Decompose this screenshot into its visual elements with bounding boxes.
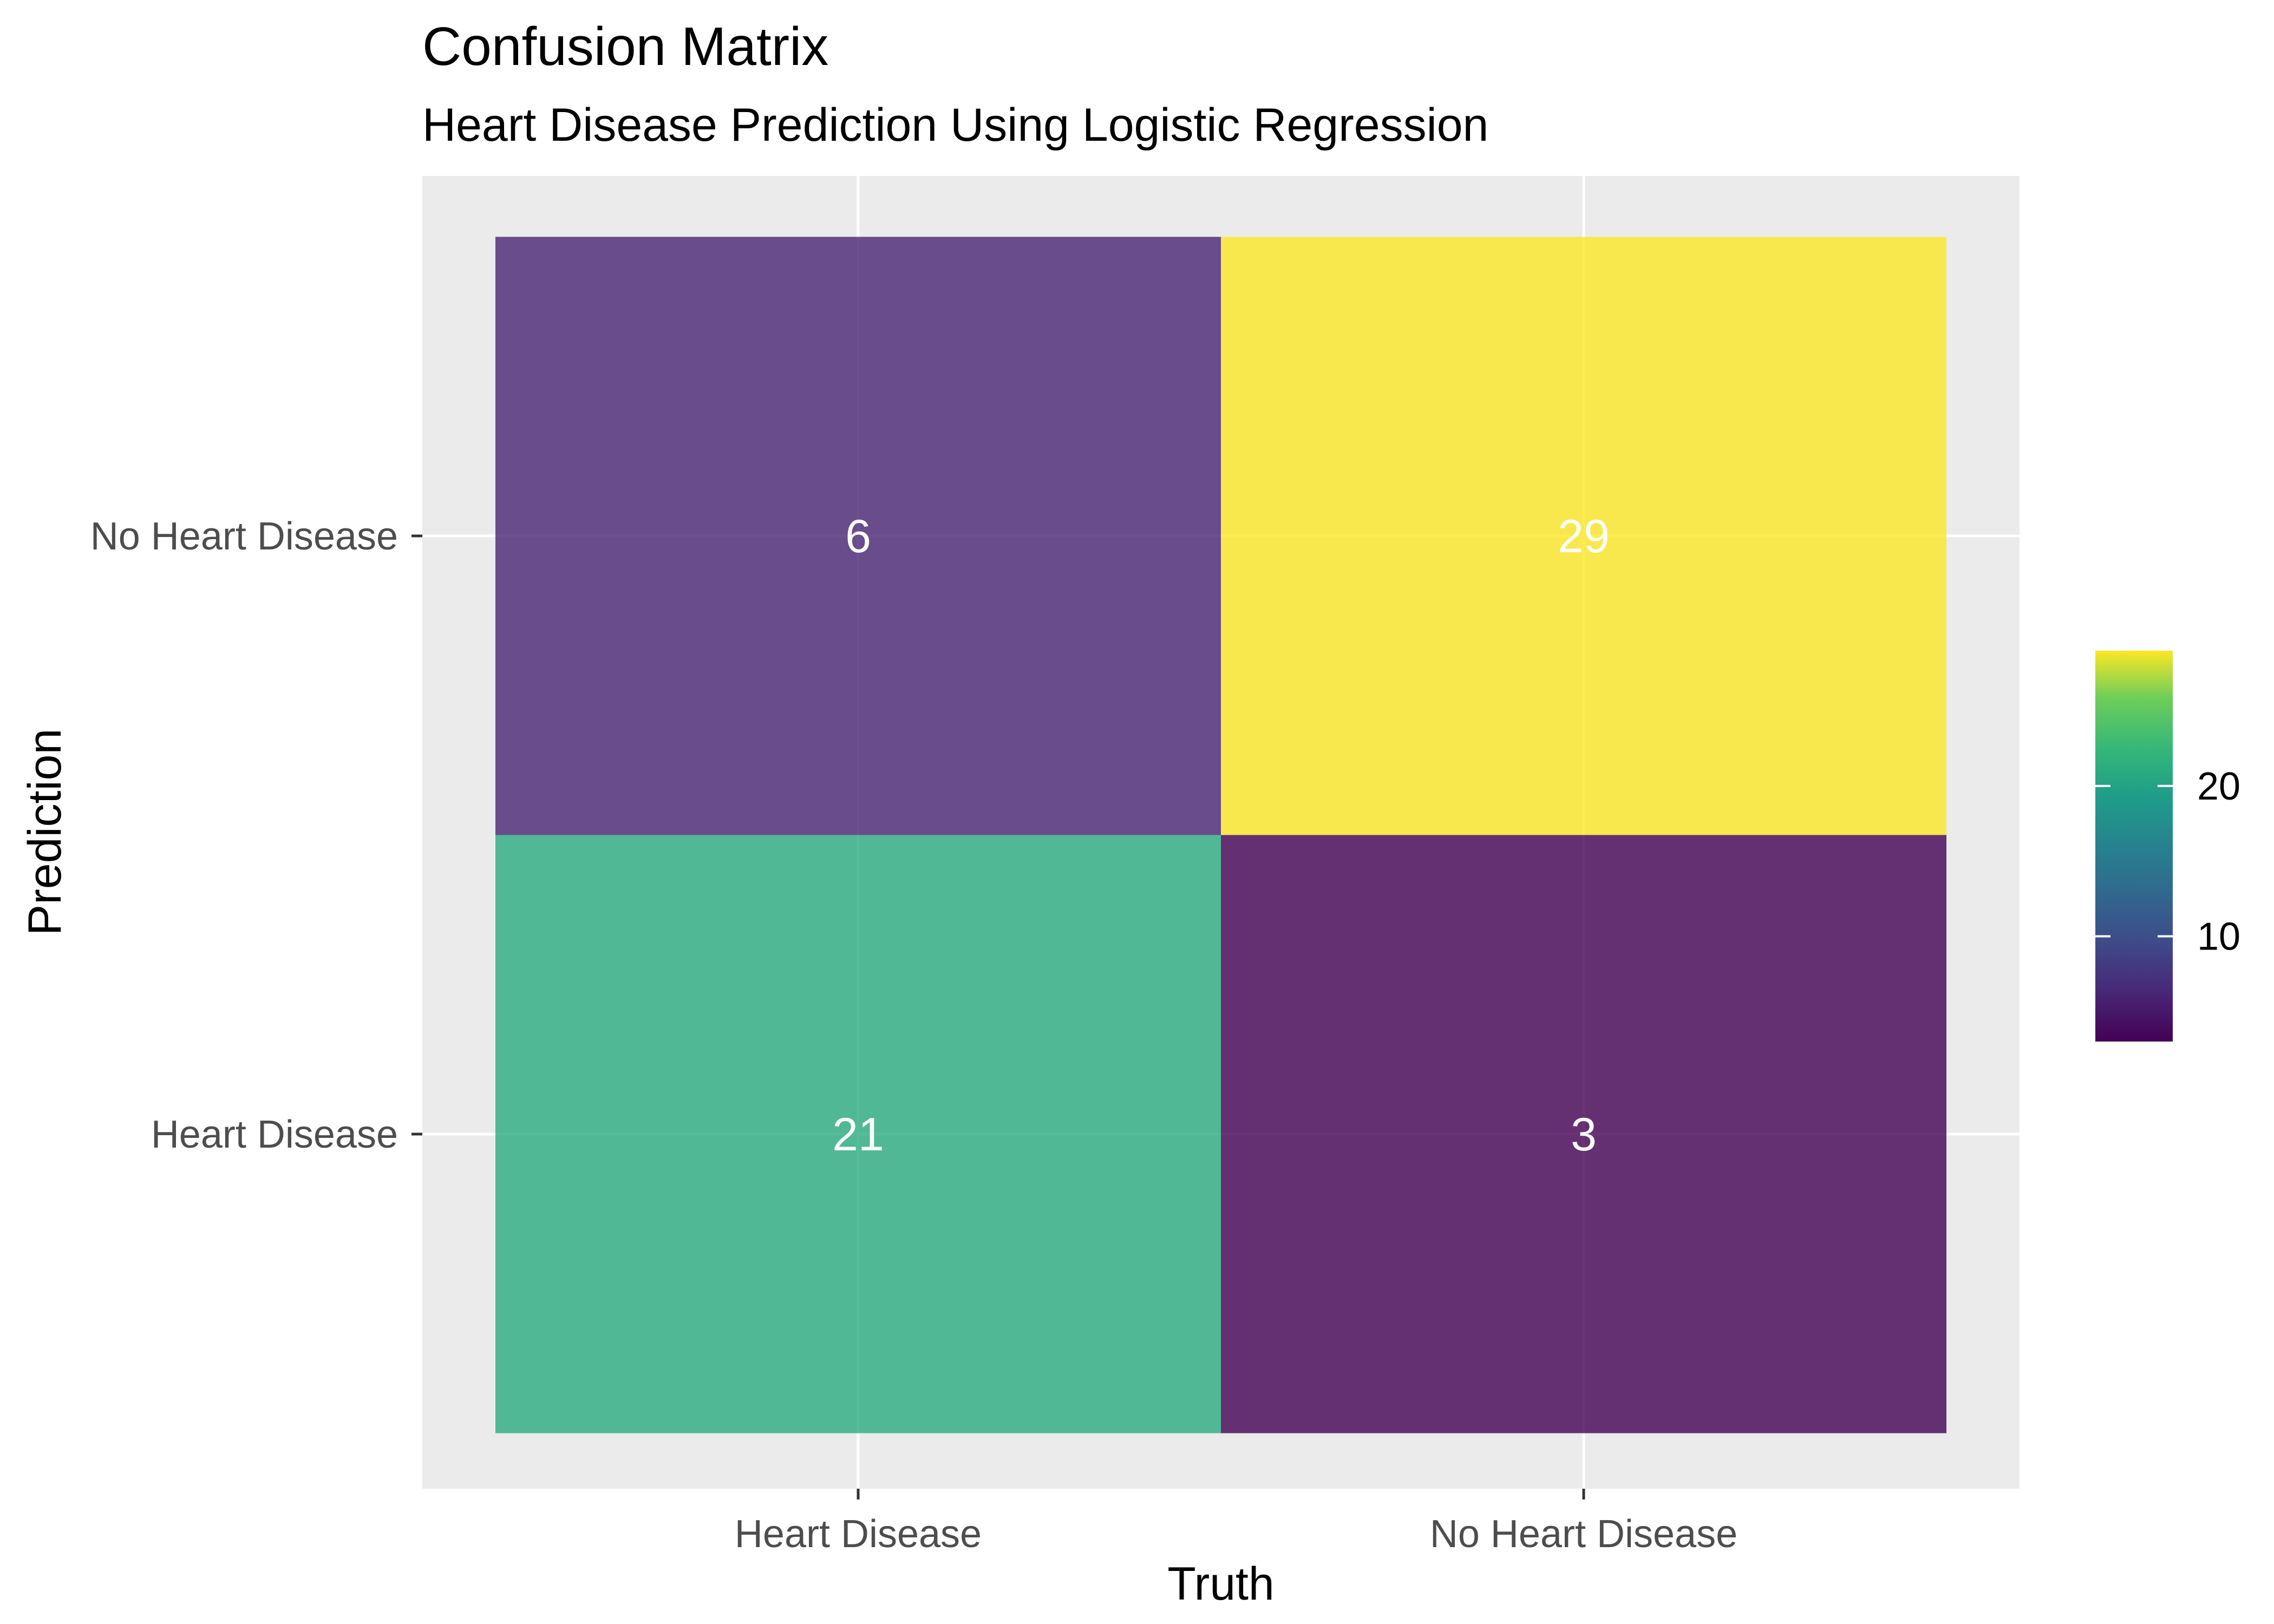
y-axis: Heart Disease No Heart Disease bbox=[90, 515, 422, 1156]
chart-title: Confusion Matrix bbox=[422, 16, 828, 77]
chart-subtitle: Heart Disease Prediction Using Logistic … bbox=[422, 99, 1488, 151]
x-tick-label: No Heart Disease bbox=[1430, 1512, 1737, 1556]
cell-value-label: 3 bbox=[1571, 1109, 1597, 1161]
heatmap-tiles bbox=[495, 237, 1946, 1433]
legend-tick-label: 20 bbox=[2197, 765, 2240, 808]
cell-value-label: 6 bbox=[845, 510, 871, 562]
x-tick-label: Heart Disease bbox=[735, 1512, 982, 1556]
cell-labels: 6 29 21 3 bbox=[832, 510, 1610, 1161]
legend-colorbar bbox=[2095, 651, 2173, 1042]
cell-value-label: 29 bbox=[1558, 510, 1610, 562]
heatmap-tile bbox=[1221, 237, 1946, 835]
heatmap-tile bbox=[495, 835, 1221, 1433]
color-legend: 10 20 bbox=[2095, 651, 2240, 1042]
heatmap-tile bbox=[1221, 835, 1946, 1433]
legend-tick-label: 10 bbox=[2197, 915, 2240, 959]
y-tick-label: No Heart Disease bbox=[90, 515, 398, 558]
y-axis-title: Prediction bbox=[19, 729, 71, 935]
x-axis: Heart Disease No Heart Disease bbox=[735, 1489, 1737, 1556]
cell-value-label: 21 bbox=[832, 1109, 884, 1161]
y-tick-label: Heart Disease bbox=[151, 1113, 398, 1156]
x-axis-title: Truth bbox=[1167, 1558, 1275, 1610]
heatmap-tile bbox=[495, 237, 1221, 835]
